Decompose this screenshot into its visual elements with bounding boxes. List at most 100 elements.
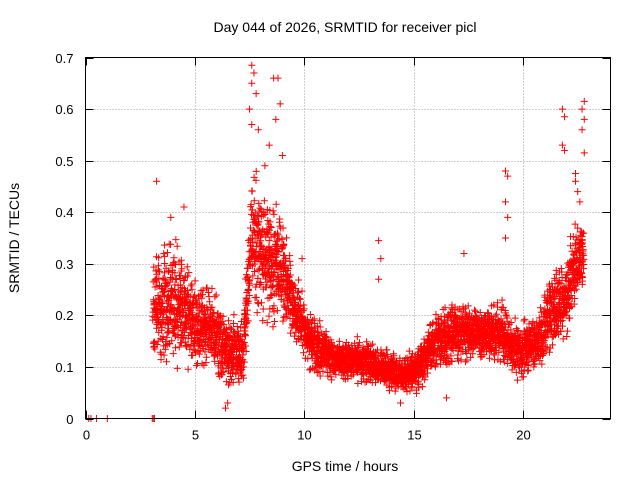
data-point (240, 339, 248, 347)
data-point (550, 301, 558, 309)
data-point (244, 297, 252, 305)
data-point (173, 323, 181, 331)
data-point (324, 372, 332, 380)
data-point (469, 345, 477, 353)
data-point (316, 372, 324, 380)
data-point (485, 337, 493, 345)
data-point (252, 167, 260, 175)
data-point (300, 301, 308, 309)
data-point (171, 269, 179, 277)
data-point (262, 283, 270, 291)
y-tick-label: 0 (66, 412, 73, 427)
data-point (277, 263, 285, 271)
data-point (420, 339, 428, 347)
data-point (456, 344, 464, 352)
data-point (252, 90, 260, 98)
data-point (179, 333, 187, 341)
data-point (447, 352, 455, 360)
data-point (496, 357, 504, 365)
data-point (239, 374, 247, 382)
data-point (271, 269, 279, 277)
data-point (195, 350, 203, 358)
data-point (256, 204, 264, 212)
data-point (222, 325, 230, 333)
data-point (249, 238, 257, 246)
data-point (228, 375, 236, 383)
data-point (206, 335, 214, 343)
data-point (184, 365, 192, 373)
data-point (191, 291, 199, 299)
data-point (151, 276, 159, 284)
x-axis-label: GPS time / hours (292, 458, 399, 474)
data-point (204, 305, 212, 313)
data-point (296, 302, 304, 310)
data-point (451, 306, 459, 314)
data-point (188, 286, 196, 294)
data-point (571, 282, 579, 290)
data-point (249, 272, 257, 280)
data-point (163, 281, 171, 289)
data-point (469, 350, 477, 358)
data-point (164, 321, 172, 329)
data-point (567, 242, 575, 250)
data-point (537, 304, 545, 312)
data-point (245, 291, 253, 299)
data-point (222, 404, 229, 412)
data-point (173, 242, 181, 250)
data-point (543, 343, 551, 351)
data-point (272, 238, 280, 246)
data-point (175, 343, 183, 351)
data-point (253, 309, 261, 317)
data-point (414, 379, 422, 387)
data-point (298, 255, 306, 263)
data-point (563, 333, 571, 341)
data-point (332, 371, 340, 379)
data-point (525, 320, 533, 328)
data-point (165, 328, 173, 336)
data-point (467, 353, 475, 361)
data-point (548, 341, 556, 349)
data-point (242, 332, 250, 340)
data-point (224, 399, 232, 407)
data-point (180, 277, 188, 285)
data-point (202, 353, 210, 361)
data-point (501, 309, 509, 317)
data-point (298, 287, 306, 295)
data-point (157, 350, 165, 358)
data-point (177, 322, 185, 330)
data-point (507, 318, 515, 326)
data-point (316, 323, 324, 331)
data-point (248, 206, 256, 214)
data-point (248, 187, 256, 195)
data-point (153, 341, 161, 349)
data-point (546, 294, 554, 302)
data-point (304, 326, 312, 334)
data-point (502, 198, 509, 206)
data-point (161, 252, 169, 260)
data-point (353, 333, 361, 341)
data-point (355, 339, 363, 347)
data-point (328, 376, 336, 384)
data-point (576, 198, 584, 206)
x-tick-label: 10 (297, 428, 311, 443)
data-point (431, 361, 439, 369)
data-point (272, 200, 280, 208)
data-point (468, 313, 476, 321)
data-point (567, 291, 575, 299)
data-point (377, 255, 385, 263)
data-point (160, 292, 168, 300)
data-point (454, 351, 462, 359)
data-point (419, 370, 427, 378)
data-point (408, 383, 416, 391)
data-point (314, 328, 322, 336)
data-point (160, 287, 168, 295)
data-point (248, 79, 256, 87)
data-point (178, 339, 186, 347)
data-point (219, 312, 227, 320)
data-point (208, 303, 216, 311)
data-point (171, 344, 179, 352)
data-point (173, 317, 181, 325)
data-point (471, 306, 479, 314)
y-tick-label: 0.3 (55, 257, 73, 272)
data-point (266, 218, 274, 226)
